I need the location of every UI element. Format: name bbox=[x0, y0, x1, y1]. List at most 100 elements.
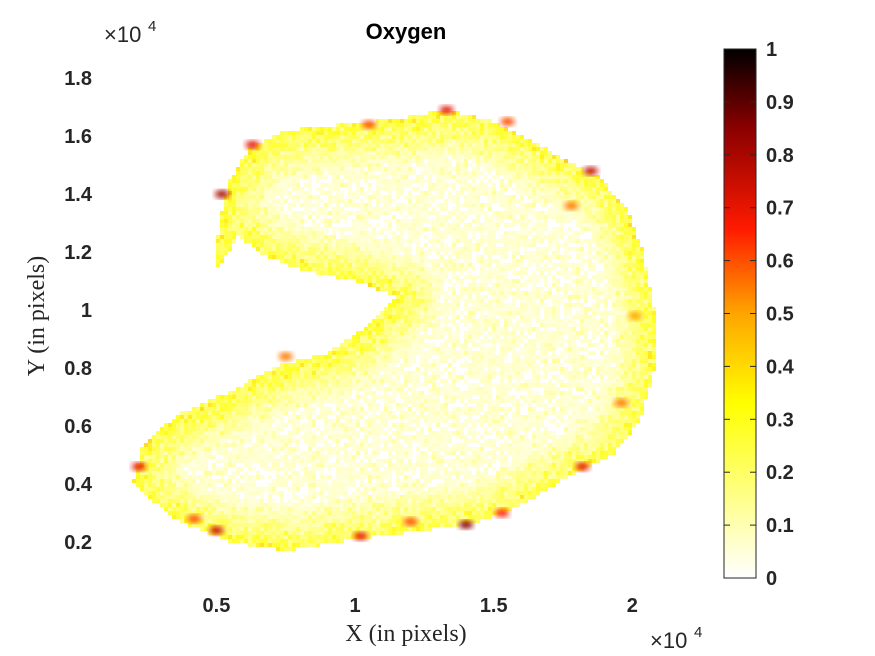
heatmap-cell bbox=[444, 179, 448, 183]
heatmap-cell bbox=[284, 163, 288, 167]
heatmap-cell bbox=[360, 371, 364, 375]
heatmap-cell bbox=[456, 163, 460, 167]
heatmap-cell bbox=[600, 271, 604, 275]
heatmap-cell bbox=[320, 243, 324, 247]
heatmap-cell bbox=[280, 191, 284, 195]
heatmap-cell bbox=[340, 159, 344, 163]
heatmap-cell bbox=[540, 179, 544, 183]
heatmap-cell bbox=[412, 355, 416, 359]
heatmap-cell bbox=[440, 319, 444, 323]
heatmap-cell bbox=[436, 183, 440, 187]
heatmap-cell bbox=[404, 363, 408, 367]
heatmap-cell bbox=[440, 307, 444, 311]
heatmap-cell bbox=[232, 175, 236, 179]
heatmap-cell bbox=[452, 187, 456, 191]
heatmap-cell bbox=[388, 363, 392, 367]
heatmap-cell bbox=[296, 139, 300, 143]
heatmap-cell bbox=[544, 367, 548, 371]
heatmap-cell bbox=[464, 171, 468, 175]
heatmap-cell bbox=[596, 187, 600, 191]
heatmap-cell bbox=[404, 167, 408, 171]
heatmap-cell bbox=[488, 139, 492, 143]
heatmap-cell bbox=[500, 251, 504, 255]
heatmap-cell bbox=[296, 227, 300, 231]
heatmap-cell bbox=[492, 287, 496, 291]
heatmap-cell bbox=[640, 319, 644, 323]
heatmap-cell bbox=[272, 159, 276, 163]
heatmap-cell bbox=[652, 335, 656, 339]
heatmap-cell bbox=[308, 147, 312, 151]
heatmap-cell bbox=[524, 251, 528, 255]
heatmap-cell bbox=[548, 175, 552, 179]
heatmap-cell bbox=[532, 303, 536, 307]
heatmap-cell bbox=[464, 211, 468, 215]
heatmap-cell bbox=[336, 155, 340, 159]
heatmap-cell bbox=[552, 243, 556, 247]
heatmap-cell bbox=[524, 239, 528, 243]
heatmap-cell bbox=[376, 367, 380, 371]
heatmap-cell bbox=[616, 347, 620, 351]
heatmap-cell bbox=[516, 383, 520, 387]
heatmap-cell bbox=[360, 175, 364, 179]
heatmap-cell bbox=[484, 335, 488, 339]
heatmap-cell bbox=[356, 375, 360, 379]
heatmap-cell bbox=[432, 111, 436, 115]
heatmap-cell bbox=[272, 151, 276, 155]
heatmap-cell bbox=[596, 331, 600, 335]
heatmap-cell bbox=[624, 267, 628, 271]
heatmap-cell bbox=[480, 239, 484, 243]
heatmap-cell bbox=[444, 387, 448, 391]
heatmap-cell bbox=[340, 231, 344, 235]
heatmap-cell bbox=[476, 255, 480, 259]
heatmap-cell bbox=[524, 211, 528, 215]
heatmap-cell bbox=[452, 295, 456, 299]
heatmap-cell bbox=[512, 151, 516, 155]
heatmap-cell bbox=[356, 227, 360, 231]
heatmap-cell bbox=[292, 363, 296, 367]
heatmap-cell bbox=[252, 243, 256, 247]
heatmap-cell bbox=[416, 207, 420, 211]
heatmap-cell bbox=[592, 363, 596, 367]
heatmap-cell bbox=[584, 283, 588, 287]
heatmap-cell bbox=[624, 383, 628, 387]
heatmap-cell bbox=[468, 211, 472, 215]
heatmap-cell bbox=[496, 239, 500, 243]
heatmap-cell bbox=[504, 355, 508, 359]
heatmap-cell bbox=[540, 175, 544, 179]
heatmap-cell bbox=[576, 367, 580, 371]
heatmap-cell bbox=[512, 243, 516, 247]
heatmap-cell bbox=[508, 247, 512, 251]
heatmap-cell bbox=[404, 135, 408, 139]
heatmap-cell bbox=[488, 219, 492, 223]
heatmap-cell bbox=[280, 199, 284, 203]
heatmap-cell bbox=[532, 291, 536, 295]
heatmap-cell bbox=[468, 195, 472, 199]
heatmap-cell bbox=[296, 231, 300, 235]
heatmap-cell bbox=[436, 279, 440, 283]
heatmap-cell bbox=[564, 367, 568, 371]
heatmap-cell bbox=[608, 235, 612, 239]
heatmap-cell bbox=[320, 267, 324, 271]
heatmap-cell bbox=[320, 383, 324, 387]
heatmap-cell bbox=[424, 163, 428, 167]
heatmap-cell bbox=[312, 367, 316, 371]
heatmap-cell bbox=[572, 179, 576, 183]
heatmap-cell bbox=[612, 223, 616, 227]
heatmap-cell bbox=[428, 271, 432, 275]
heatmap-cell bbox=[252, 171, 256, 175]
heatmap-cell bbox=[408, 311, 412, 315]
heatmap-cell bbox=[500, 159, 504, 163]
heatmap-cell bbox=[436, 311, 440, 315]
heatmap-cell bbox=[628, 375, 632, 379]
heatmap-cell bbox=[496, 151, 500, 155]
heatmap-cell bbox=[352, 263, 356, 267]
heatmap-cell bbox=[544, 347, 548, 351]
heatmap-cell bbox=[336, 255, 340, 259]
heatmap-cell bbox=[460, 247, 464, 251]
heatmap-cell bbox=[332, 375, 336, 379]
heatmap-cell bbox=[396, 299, 400, 303]
heatmap-cell bbox=[340, 227, 344, 231]
heatmap-cell bbox=[412, 123, 416, 127]
heatmap-cell bbox=[520, 371, 524, 375]
heatmap-cell bbox=[568, 163, 572, 167]
